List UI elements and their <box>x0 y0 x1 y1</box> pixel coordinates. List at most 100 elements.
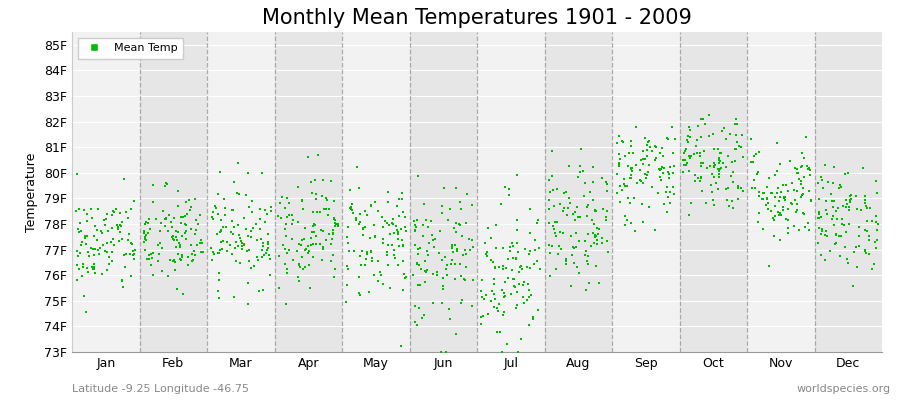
Point <box>815 185 830 192</box>
Point <box>362 288 376 295</box>
Point <box>76 272 90 279</box>
Point <box>825 213 840 219</box>
Point <box>184 241 198 248</box>
Point <box>693 150 707 156</box>
Point <box>410 173 425 180</box>
Point <box>776 207 790 213</box>
Point <box>419 217 434 223</box>
Point <box>556 190 571 196</box>
Point <box>682 168 697 174</box>
Point <box>88 222 103 229</box>
Point <box>691 123 706 130</box>
Point <box>423 218 437 224</box>
Point <box>69 171 84 178</box>
Point <box>615 186 629 193</box>
Point <box>523 229 537 236</box>
Point <box>586 230 600 236</box>
Point <box>454 300 468 307</box>
Point <box>788 186 802 193</box>
Point <box>752 210 766 216</box>
Point <box>488 264 502 270</box>
Point <box>497 290 511 296</box>
Point <box>307 229 321 235</box>
Point <box>761 262 776 269</box>
Point <box>292 261 306 268</box>
Point <box>834 184 849 190</box>
Point <box>325 236 339 242</box>
Point <box>380 252 394 258</box>
Point <box>263 272 277 279</box>
Point <box>239 192 254 198</box>
Point <box>626 194 641 201</box>
Point <box>721 185 735 192</box>
Point <box>112 238 126 244</box>
Point <box>367 222 382 228</box>
Point <box>365 258 380 264</box>
Point <box>84 245 98 251</box>
Point <box>692 178 706 184</box>
Point <box>814 228 829 234</box>
Bar <box>410 32 477 352</box>
Point <box>710 166 724 173</box>
Point <box>529 220 544 226</box>
Point <box>77 233 92 240</box>
Point <box>654 144 669 151</box>
Point <box>636 148 651 155</box>
Point <box>381 241 395 248</box>
Point <box>511 280 526 287</box>
Point <box>323 241 338 248</box>
Point <box>789 209 804 216</box>
Bar <box>207 32 274 352</box>
Point <box>636 180 651 186</box>
Point <box>72 229 86 236</box>
Point <box>559 258 573 264</box>
Point <box>466 244 481 250</box>
Bar <box>680 32 747 352</box>
Point <box>169 228 184 235</box>
Point <box>841 170 855 176</box>
Point <box>506 276 520 282</box>
Point <box>612 160 626 166</box>
Point <box>392 231 406 237</box>
Point <box>592 226 607 232</box>
Point <box>371 207 385 214</box>
Point <box>240 170 255 177</box>
Point <box>862 233 877 240</box>
Point <box>88 245 103 252</box>
Point <box>176 290 190 297</box>
Point <box>503 248 517 254</box>
Point <box>328 266 343 272</box>
Point <box>141 252 156 258</box>
Point <box>426 300 440 306</box>
Point <box>230 190 244 196</box>
Point <box>162 212 176 218</box>
Point <box>387 230 401 236</box>
Point <box>158 215 173 222</box>
Point <box>700 164 715 171</box>
Point <box>121 237 135 243</box>
Point <box>640 142 654 148</box>
Point <box>255 247 269 254</box>
Point <box>498 293 512 300</box>
Point <box>408 242 422 248</box>
Point <box>343 186 357 193</box>
Point <box>295 254 310 260</box>
Point <box>73 220 87 226</box>
Point <box>523 247 537 254</box>
Point <box>153 228 167 234</box>
Point <box>396 242 410 248</box>
Point <box>827 241 842 247</box>
Point <box>139 236 153 243</box>
Point <box>448 276 463 282</box>
Point <box>251 257 266 263</box>
Point <box>634 166 648 173</box>
Point <box>419 267 434 273</box>
Point <box>240 248 255 254</box>
Point <box>459 264 473 271</box>
Point <box>229 239 243 245</box>
Point <box>702 111 716 118</box>
Point <box>418 268 432 274</box>
Point <box>588 208 602 214</box>
Point <box>789 187 804 194</box>
Point <box>237 241 251 247</box>
